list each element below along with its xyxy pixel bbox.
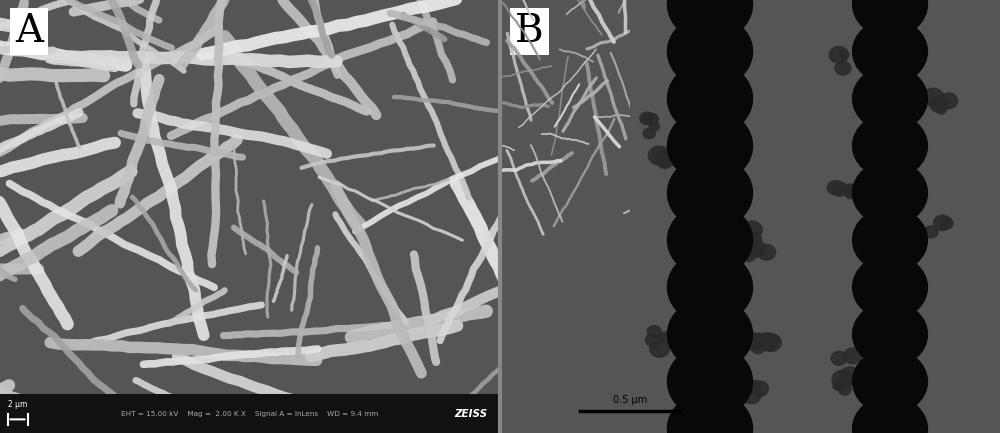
Circle shape: [853, 396, 927, 433]
Circle shape: [832, 370, 853, 389]
Circle shape: [853, 19, 927, 84]
Circle shape: [853, 0, 927, 37]
Circle shape: [752, 344, 764, 354]
Circle shape: [833, 381, 843, 391]
Text: 2 μm: 2 μm: [8, 401, 27, 410]
Circle shape: [640, 112, 654, 125]
Circle shape: [643, 128, 655, 139]
Circle shape: [853, 302, 927, 367]
Circle shape: [853, 349, 927, 414]
Circle shape: [647, 326, 661, 338]
Text: B: B: [515, 13, 544, 50]
Circle shape: [660, 332, 672, 343]
Circle shape: [658, 157, 671, 168]
Circle shape: [643, 114, 652, 122]
Circle shape: [757, 333, 778, 351]
Circle shape: [936, 105, 946, 114]
Circle shape: [835, 61, 851, 75]
Circle shape: [668, 15, 753, 88]
Circle shape: [829, 46, 848, 63]
Circle shape: [668, 203, 753, 277]
Circle shape: [668, 345, 753, 418]
Circle shape: [838, 384, 851, 395]
Circle shape: [648, 146, 670, 165]
Circle shape: [844, 348, 862, 364]
Circle shape: [745, 239, 765, 257]
Text: EHT = 15.00 kV    Mag =  2.00 K X    Signal A = InLens    WD = 9.4 mm: EHT = 15.00 kV Mag = 2.00 K X Signal A =…: [121, 410, 379, 417]
Circle shape: [656, 149, 676, 167]
Circle shape: [645, 333, 661, 347]
Circle shape: [644, 113, 658, 125]
Circle shape: [853, 113, 927, 178]
Circle shape: [832, 182, 848, 196]
Circle shape: [849, 185, 858, 192]
Circle shape: [831, 352, 847, 365]
Circle shape: [939, 93, 958, 109]
Circle shape: [940, 217, 953, 229]
Circle shape: [840, 367, 860, 385]
Circle shape: [750, 381, 768, 397]
Circle shape: [743, 333, 763, 350]
Circle shape: [924, 226, 938, 238]
Circle shape: [853, 161, 927, 225]
Circle shape: [668, 0, 753, 41]
Circle shape: [853, 66, 927, 131]
Circle shape: [934, 215, 951, 230]
Circle shape: [742, 221, 762, 239]
Circle shape: [840, 50, 849, 58]
Circle shape: [668, 109, 753, 183]
Circle shape: [923, 88, 944, 106]
Circle shape: [845, 187, 858, 199]
Circle shape: [744, 232, 762, 247]
Circle shape: [661, 154, 673, 165]
Circle shape: [749, 381, 761, 391]
Circle shape: [668, 392, 753, 433]
Circle shape: [668, 250, 753, 324]
Text: A: A: [15, 13, 43, 50]
Circle shape: [761, 334, 781, 352]
Text: 0.5 μm: 0.5 μm: [613, 395, 647, 405]
Circle shape: [853, 208, 927, 272]
Circle shape: [650, 340, 669, 357]
Circle shape: [749, 244, 760, 254]
Circle shape: [663, 155, 673, 164]
Circle shape: [754, 246, 764, 255]
Circle shape: [847, 191, 856, 198]
Circle shape: [668, 297, 753, 371]
Circle shape: [753, 333, 764, 343]
Circle shape: [741, 249, 756, 262]
Circle shape: [758, 245, 776, 260]
Circle shape: [930, 97, 948, 112]
Circle shape: [827, 181, 844, 195]
Circle shape: [737, 241, 756, 258]
Circle shape: [853, 255, 927, 320]
Circle shape: [668, 62, 753, 136]
Bar: [0, 394, 500, 433]
Circle shape: [834, 380, 845, 390]
Circle shape: [844, 184, 857, 195]
Circle shape: [649, 122, 659, 131]
Circle shape: [742, 387, 761, 404]
Text: ZEISS: ZEISS: [454, 408, 488, 419]
Circle shape: [668, 156, 753, 230]
